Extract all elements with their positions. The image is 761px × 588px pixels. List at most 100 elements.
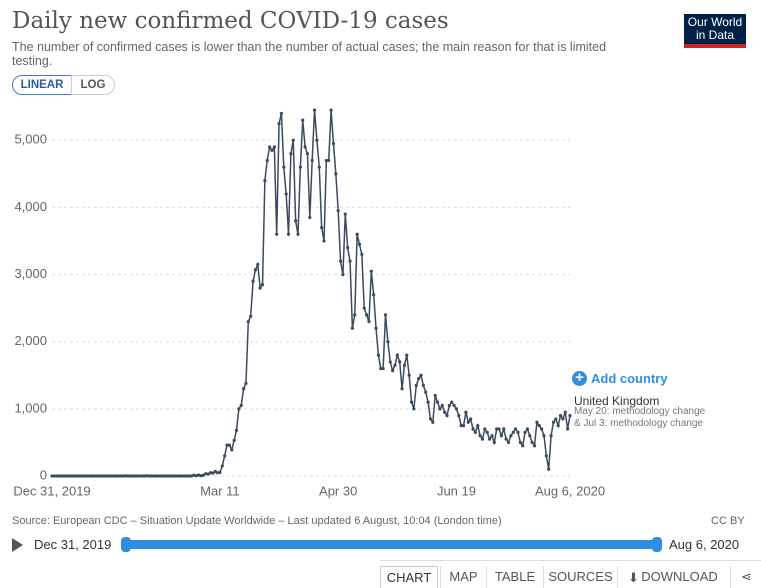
log-button[interactable]: LOG bbox=[71, 75, 115, 95]
data-point bbox=[258, 286, 262, 290]
data-point bbox=[540, 427, 544, 431]
data-point bbox=[223, 454, 227, 458]
data-point bbox=[322, 239, 326, 243]
data-point bbox=[317, 165, 321, 169]
add-icon[interactable]: + bbox=[572, 370, 587, 386]
data-point bbox=[133, 474, 137, 478]
tab-table[interactable]: TABLE bbox=[486, 566, 543, 588]
x-tick-label: Apr 30 bbox=[319, 483, 357, 498]
tab-sources[interactable]: SOURCES bbox=[543, 566, 617, 588]
data-point bbox=[121, 474, 125, 478]
data-point bbox=[279, 111, 284, 116]
data-point bbox=[464, 410, 468, 414]
data-point bbox=[417, 377, 421, 381]
data-point bbox=[445, 413, 449, 418]
data-point bbox=[558, 413, 563, 418]
y-tick-label: 5,000 bbox=[14, 132, 47, 147]
data-point bbox=[450, 400, 454, 404]
data-point bbox=[495, 427, 499, 431]
data-point bbox=[253, 268, 258, 272]
data-point bbox=[487, 437, 492, 441]
data-point bbox=[100, 474, 104, 478]
data-point bbox=[55, 474, 59, 478]
y-tick-label: 4,000 bbox=[14, 199, 47, 214]
x-tick-label: Mar 11 bbox=[200, 483, 240, 498]
tab-download[interactable]: DOWNLOAD bbox=[617, 566, 729, 588]
data-point bbox=[85, 474, 90, 478]
play-button[interactable] bbox=[12, 538, 23, 552]
data-point bbox=[97, 474, 101, 478]
data-point bbox=[530, 440, 534, 445]
data-point bbox=[471, 427, 475, 431]
data-point bbox=[249, 314, 253, 318]
data-point bbox=[336, 209, 340, 213]
timeline-handle[interactable] bbox=[121, 537, 131, 552]
y-tick-label: 1,000 bbox=[14, 400, 47, 415]
data-point bbox=[154, 474, 158, 478]
data-point bbox=[118, 474, 123, 478]
data-point bbox=[256, 262, 260, 267]
data-point bbox=[438, 407, 442, 411]
data-point bbox=[81, 474, 85, 478]
data-point bbox=[499, 434, 504, 438]
data-point bbox=[556, 424, 560, 428]
timeline-start: Dec 31, 2019 bbox=[34, 537, 112, 552]
add-country[interactable]: Add country bbox=[591, 371, 668, 386]
data-point bbox=[142, 474, 146, 478]
license: CC BY bbox=[711, 515, 745, 527]
data-point bbox=[386, 340, 390, 344]
data-point bbox=[116, 474, 120, 478]
share-button[interactable]: ⋖ bbox=[730, 566, 761, 588]
data-point bbox=[244, 381, 248, 385]
data-point bbox=[374, 326, 378, 330]
data-point bbox=[525, 427, 530, 431]
data-point bbox=[294, 219, 298, 223]
data-point bbox=[152, 474, 156, 478]
data-point bbox=[497, 427, 501, 431]
data-point bbox=[544, 454, 548, 458]
timeline-bar[interactable] bbox=[126, 540, 658, 549]
tab-map[interactable]: MAP bbox=[440, 566, 486, 588]
data-point bbox=[492, 440, 496, 445]
data-point bbox=[457, 413, 461, 418]
data-point bbox=[107, 474, 111, 478]
data-point bbox=[506, 440, 511, 445]
data-point bbox=[343, 212, 347, 216]
data-point bbox=[220, 464, 224, 468]
data-point bbox=[175, 474, 179, 478]
data-point bbox=[419, 373, 423, 377]
download-icon: ⬇ bbox=[628, 570, 639, 585]
data-point bbox=[388, 360, 392, 364]
data-point bbox=[64, 474, 68, 478]
data-point bbox=[296, 232, 300, 236]
data-point bbox=[478, 434, 482, 438]
data-point bbox=[95, 474, 99, 478]
data-point bbox=[76, 474, 80, 478]
y-tick-label: 3,000 bbox=[14, 266, 47, 281]
data-point bbox=[282, 165, 286, 169]
timeline-end: Aug 6, 2020 bbox=[669, 537, 740, 552]
tab-chart[interactable]: CHART bbox=[380, 566, 438, 588]
data-point bbox=[182, 474, 187, 478]
data-point bbox=[469, 417, 473, 421]
data-point bbox=[215, 471, 220, 475]
data-point bbox=[537, 424, 541, 428]
data-point bbox=[308, 215, 312, 220]
data-point bbox=[435, 400, 440, 404]
data-point bbox=[369, 269, 373, 273]
data-point bbox=[284, 192, 288, 196]
data-point bbox=[69, 474, 73, 478]
data-point bbox=[62, 474, 66, 478]
data-point bbox=[393, 363, 397, 367]
data-point bbox=[218, 470, 222, 474]
data-point bbox=[57, 474, 61, 478]
logo[interactable]: Our World in Data bbox=[684, 14, 746, 48]
timeline-handle[interactable] bbox=[652, 537, 662, 552]
data-point bbox=[208, 471, 213, 475]
data-point bbox=[145, 474, 149, 478]
data-point bbox=[180, 474, 184, 478]
data-point bbox=[502, 427, 506, 431]
data-point bbox=[360, 252, 364, 257]
source: Source: European CDC – Situation Update … bbox=[12, 515, 502, 527]
